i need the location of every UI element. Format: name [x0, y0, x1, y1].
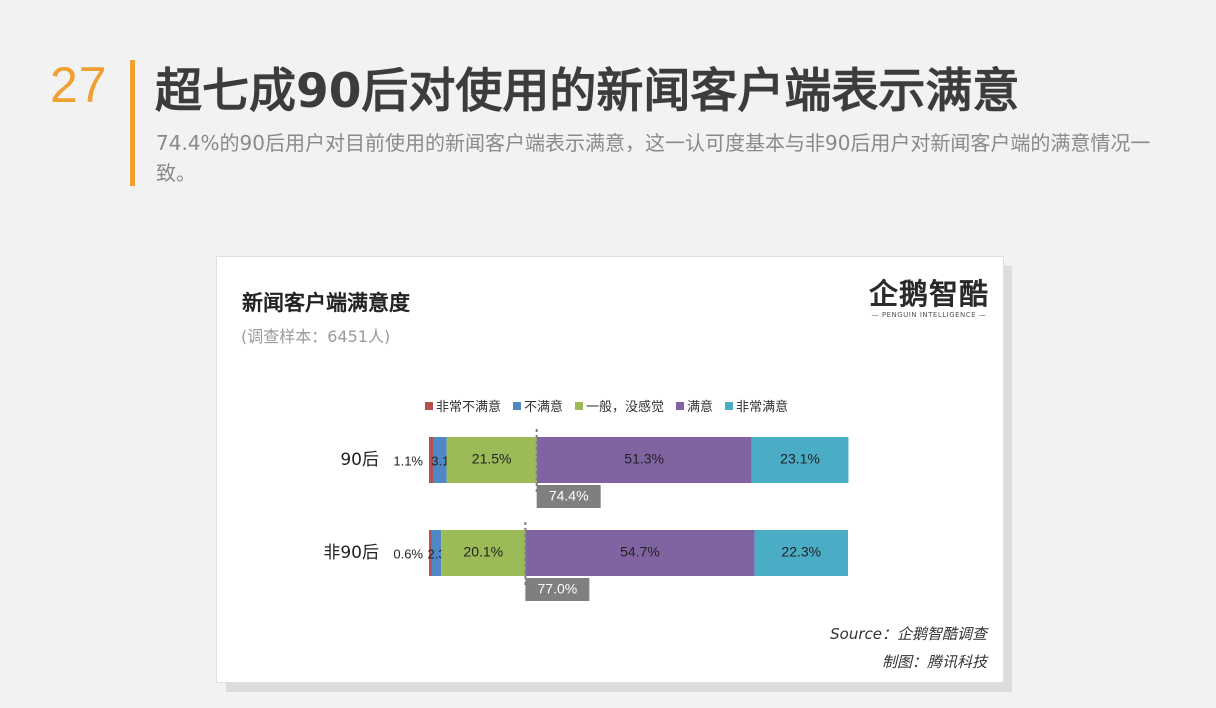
bar-segment: [536, 437, 752, 483]
bar-segment: [446, 437, 537, 483]
legend-swatch: [725, 401, 734, 410]
legend-label: 非常满意: [736, 400, 789, 415]
slide-number: 27: [50, 57, 108, 113]
satisfied-total-box: [536, 485, 601, 508]
data-label: 1.1%: [393, 453, 423, 468]
chart-title: 新闻客户端满意度: [242, 291, 410, 315]
data-label: 54.7%: [620, 544, 660, 560]
stacked-bar-plot: 90后 1.1% 3.1% 21.5% 51.3% 23.1%74.4%非90后 0.6% 2…: [323, 429, 849, 601]
legend-label: 非常不满意: [436, 400, 502, 415]
page-subtitle: 74.4%的90后用户对目前使用的新闻客户端表示满意，这一认可度基本与非90后用…: [156, 131, 1151, 185]
bar-segment: [754, 530, 848, 576]
legend-label: 一般，没感觉: [586, 400, 665, 415]
bar-segment: [525, 530, 755, 576]
legend-label: 不满意: [524, 400, 564, 415]
category-label: 非90后: [323, 543, 379, 563]
logo-tagline: — PENGUIN INTELLIGENCE —: [871, 311, 987, 319]
logo-wordmark: 企鹅智酷: [869, 277, 990, 311]
legend-swatch: [425, 401, 433, 410]
sample-size-note: (调查样本：6451人): [241, 327, 391, 346]
bar-segment: [433, 437, 447, 483]
satisfied-total-box: [525, 578, 590, 601]
bar-segment: [751, 437, 849, 483]
category-label: 90后: [340, 450, 379, 470]
data-label: 21.5%: [472, 451, 512, 467]
page-title: 超七成90后对使用的新闻客户端表示满意: [155, 64, 1020, 119]
data-label: 22.3%: [781, 544, 821, 560]
source-note: Source：企鹅智酷调查: [830, 625, 987, 643]
bar-segment: [431, 530, 442, 576]
bar-segment: [429, 530, 432, 576]
legend-entry: 满意: [676, 396, 713, 415]
legend-entry: 不满意: [513, 396, 563, 415]
legend-label: 满意: [687, 400, 714, 415]
legend-swatch: [575, 401, 584, 410]
satisfied-total-label: 77.0%: [538, 581, 578, 597]
satisfied-total-label: 74.4%: [549, 488, 589, 504]
legend-swatch: [513, 401, 522, 410]
chart-card: 新闻客户端满意度 (调查样本：6451人) 企鹅智酷 — PENGUIN INT…: [216, 256, 1004, 683]
legend-entry: 非常满意: [725, 396, 788, 415]
accent-bar: [130, 60, 135, 186]
bar-segment: [441, 530, 526, 576]
data-label: 0.6%: [393, 546, 423, 561]
data-label: 23.1%: [780, 451, 820, 467]
maker-note: 制图：腾讯科技: [881, 653, 987, 671]
legend-entry: 非常不满意: [425, 396, 501, 415]
penguin-intelligence-logo: 企鹅智酷 — PENGUIN INTELLIGENCE —: [869, 271, 989, 323]
legend-entry: 一般，没感觉: [575, 396, 664, 415]
chart-legend: 非常不满意 不满意 一般，没感觉 满意 非常满意: [425, 396, 788, 415]
legend-swatch: [676, 401, 685, 410]
data-label: 51.3%: [624, 451, 664, 467]
data-label: 20.1%: [463, 544, 503, 560]
bar-segment: [429, 437, 434, 483]
